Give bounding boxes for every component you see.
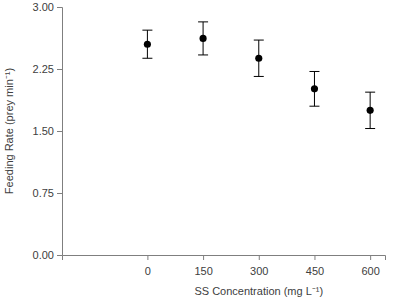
y-tick-label: 1.50 [33, 125, 54, 137]
y-tick: 0.00 [33, 249, 62, 261]
x-tick-label: 300 [250, 265, 268, 277]
x-axis-title: SS Concentration (mg L⁻¹) [194, 285, 323, 297]
y-tick: 1.50 [33, 125, 62, 137]
x-tick: 300 [250, 255, 268, 277]
x-tick-label: 450 [306, 265, 324, 277]
plot: 0 150 300 450 600 0.00 0.75 1.50 2.25 3.00 [33, 1, 386, 277]
x-tick-mark [147, 255, 148, 260]
x-tick-label: 0 [145, 265, 151, 277]
error-bar-cap [142, 30, 152, 31]
x-tick-mark [259, 255, 260, 260]
x-tick-label: 600 [361, 265, 379, 277]
y-tick: 3.00 [33, 1, 62, 13]
x-tick: 0 [145, 255, 151, 277]
y-tick-label: 2.25 [33, 63, 54, 75]
error-bar-cap [254, 40, 264, 41]
y-axis-line [57, 8, 63, 256]
error-bar [198, 22, 208, 55]
x-tick-mark [314, 255, 315, 260]
x-tick: 600 [361, 255, 379, 277]
x-axis: 0 150 300 450 600 [63, 255, 386, 277]
chart: 0 150 300 450 600 0.00 0.75 1.50 2.25 3.00 SS Conc… [0, 0, 411, 301]
error-bar-cap [309, 71, 319, 72]
y-tick-label: 3.00 [33, 1, 54, 13]
error-bar [142, 30, 152, 58]
y-tick-label: 0.00 [33, 249, 54, 261]
y-tick-mark [57, 69, 62, 70]
y-tick: 2.25 [33, 63, 62, 75]
error-bar-cap [365, 128, 375, 129]
error-bar-cap [142, 58, 152, 59]
error-bar [365, 92, 375, 128]
x-tick-label: 150 [194, 265, 212, 277]
error-bar [254, 40, 264, 76]
error-bar-cap [254, 76, 264, 77]
y-tick-mark [57, 7, 62, 8]
x-axis-line [63, 256, 386, 261]
marks [142, 22, 375, 129]
point [144, 41, 151, 48]
point [200, 35, 207, 42]
error-bar-cap [365, 92, 375, 93]
y-tick-mark [57, 131, 62, 132]
y-tick-mark [57, 255, 62, 256]
x-tick: 450 [306, 255, 324, 277]
point [255, 55, 262, 62]
point [367, 107, 374, 114]
error-bar-cap [309, 106, 319, 107]
x-tick-mark [370, 255, 371, 260]
x-tick-mark [203, 255, 204, 260]
y-axis-title: Feeding Rate (prey min⁻¹) [3, 68, 15, 194]
y-tick-label: 0.75 [33, 187, 54, 199]
point [311, 85, 318, 92]
error-bar-cap [198, 54, 208, 55]
y-tick-mark [57, 193, 62, 194]
error-bar-cap [198, 21, 208, 22]
x-tick: 150 [194, 255, 212, 277]
y-axis: 0.00 0.75 1.50 2.25 3.00 [33, 1, 63, 261]
y-tick: 0.75 [33, 187, 62, 199]
error-bar [309, 71, 319, 106]
